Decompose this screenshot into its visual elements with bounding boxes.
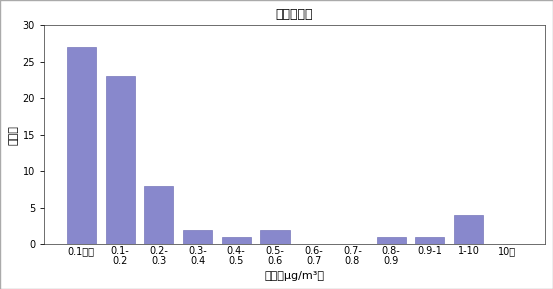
Title: 発生源周辺: 発生源周辺 — [275, 8, 313, 21]
Bar — [67, 47, 96, 244]
Bar — [454, 215, 483, 244]
X-axis label: 濃度（μg/m³）: 濃度（μg/m³） — [264, 271, 325, 281]
Bar — [260, 230, 290, 244]
Bar — [144, 186, 173, 244]
Bar — [415, 237, 445, 244]
Bar — [183, 230, 212, 244]
Bar — [377, 237, 406, 244]
Bar — [106, 76, 134, 244]
Bar — [222, 237, 251, 244]
Y-axis label: 地点数: 地点数 — [8, 125, 18, 145]
